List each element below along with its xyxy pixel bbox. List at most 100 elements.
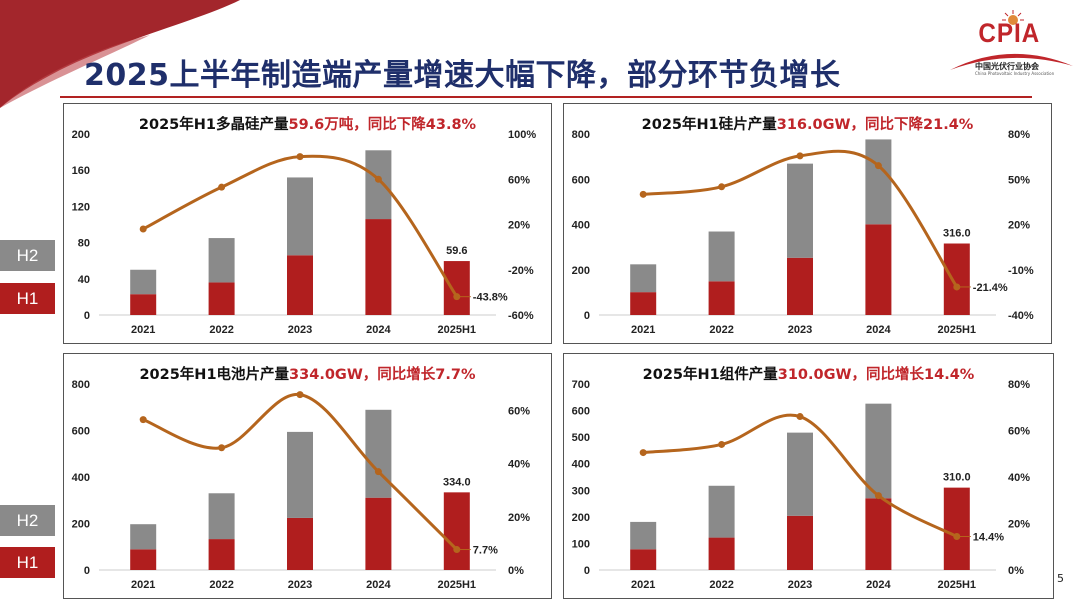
bar-h1 xyxy=(443,261,470,315)
line-point xyxy=(796,413,804,421)
bar-h1 xyxy=(630,292,657,315)
bar-h2 xyxy=(287,431,313,518)
bar-h2 xyxy=(708,485,735,538)
line-point xyxy=(796,152,804,160)
x-tick-label: 2024 xyxy=(366,579,391,591)
x-tick-label: 2025H1 xyxy=(438,579,477,591)
line-point xyxy=(296,153,304,161)
y-tick-label: 80 xyxy=(78,238,90,250)
bar-h1 xyxy=(130,294,157,315)
line-point xyxy=(218,183,226,191)
x-tick-label: 2023 xyxy=(788,579,812,591)
bar-h1 xyxy=(287,517,313,570)
bar-h1 xyxy=(865,498,892,570)
line-point xyxy=(374,175,382,183)
x-tick-label: 2023 xyxy=(288,579,312,591)
y-tick-label: 600 xyxy=(572,174,590,186)
x-tick-label: 2024 xyxy=(866,579,891,591)
chart-title-highlight: 334.0GW，同比增长7.7% xyxy=(289,367,476,383)
bar-h1 xyxy=(943,487,970,570)
y2-tick-label: 40% xyxy=(1008,472,1030,484)
bar-h1 xyxy=(943,243,970,315)
y2-tick-label: 50% xyxy=(1008,174,1030,186)
y2-tick-label: 20% xyxy=(1008,519,1030,531)
bar-h2 xyxy=(865,139,892,225)
line-point xyxy=(139,416,147,424)
x-tick-label: 2022 xyxy=(709,324,733,336)
logo-sun-arc-icon xyxy=(950,10,1073,70)
y-tick-label: 400 xyxy=(72,472,90,484)
y-tick-label: 800 xyxy=(72,379,90,391)
y-tick-label: 100 xyxy=(572,538,590,550)
y2-tick-label: 80% xyxy=(1008,379,1030,391)
bar-h2 xyxy=(365,150,392,220)
bar-h1 xyxy=(708,281,735,315)
bar-data-label: 334.0 xyxy=(443,476,471,488)
bar-data-label: 316.0 xyxy=(943,228,971,240)
chart-panel-polysilicon: 2025年H1多晶硅产量59.6万吨，同比下降43.8% 0 40 80 120 160… xyxy=(63,103,552,344)
y-tick-label: 500 xyxy=(572,432,590,444)
chart-panel-wafer: 2025年H1硅片产量316.0GW，同比下降21.4% 0 200 400 600 8… xyxy=(563,103,1052,344)
x-tick-label: 2021 xyxy=(631,324,655,336)
y-tick-label: 200 xyxy=(72,129,90,141)
x-tick-label: 2021 xyxy=(131,324,155,336)
bar-data-label: 310.0 xyxy=(943,472,971,484)
line-point xyxy=(874,162,882,170)
x-tick-label: 2022 xyxy=(209,579,233,591)
chart-title-highlight: 316.0GW，同比下降21.4% xyxy=(776,117,974,133)
bar-h2 xyxy=(130,269,157,295)
y2-tick-label: 20% xyxy=(508,512,530,524)
y-tick-label: 800 xyxy=(572,129,590,141)
bar-data-label: 59.6 xyxy=(446,245,467,257)
y-tick-label: 40 xyxy=(78,274,90,286)
line-point xyxy=(639,190,647,198)
y-tick-label: 400 xyxy=(572,220,590,232)
bar-h2 xyxy=(365,409,392,498)
bar-h1 xyxy=(208,539,235,570)
page-number: 5 xyxy=(1057,572,1064,585)
line-point xyxy=(718,440,726,448)
x-tick-label: 2024 xyxy=(866,324,891,336)
y-tick-label: 200 xyxy=(572,265,590,277)
chart-title-prefix: 2025年H1组件产量 xyxy=(642,367,778,383)
bar-h1 xyxy=(787,257,813,315)
y-tick-label: 200 xyxy=(72,519,90,531)
chart-title-highlight: 59.6万吨，同比下降43.8% xyxy=(288,117,477,133)
cpia-logo: CPIA 中国光伏行业协会 China Photovoltaic Industr… xyxy=(945,8,1075,78)
chart-svg: 0 200 400 600 800 0% 20% 40% 60% 2021 2022 2023 2024… xyxy=(72,379,531,591)
bar-h1 xyxy=(287,255,313,315)
y-tick-label: 160 xyxy=(72,165,90,177)
bar-h2 xyxy=(208,238,235,283)
logo-text: CPIA xyxy=(978,18,1041,48)
bar-h1 xyxy=(865,224,892,315)
bar-h2 xyxy=(787,432,813,516)
y-tick-label: 400 xyxy=(572,459,590,471)
chart-svg: 0 40 80 120 160 200 -60% -20% 20% 60% 100% 2021 2022… xyxy=(72,129,537,336)
line-point xyxy=(874,492,882,500)
slide-title: 2025上半年制造端产量增速大幅下降，部分环节负增长 xyxy=(84,58,841,93)
decorative-swoosh xyxy=(0,0,240,108)
x-tick-label: 2023 xyxy=(288,324,312,336)
line-point xyxy=(718,183,726,191)
y-tick-label: 0 xyxy=(84,565,90,577)
bar-h2 xyxy=(630,264,657,293)
y2-tick-label: 60% xyxy=(508,406,530,418)
y-tick-label: 300 xyxy=(572,485,590,497)
line-point xyxy=(296,391,304,399)
x-tick-label: 2025H1 xyxy=(938,324,977,336)
y2-tick-label: -60% xyxy=(508,310,534,322)
logo-english-name: China Photovoltaic Industry Association xyxy=(975,71,1055,76)
line-data-label: 7.7% xyxy=(473,545,498,557)
chart-svg: 0 200 400 600 800 -40% -10% 20% 50% 80% 2021 2022 20… xyxy=(572,129,1034,336)
bar-h2 xyxy=(630,521,657,550)
y2-tick-label: -40% xyxy=(1008,310,1034,322)
y2-tick-label: 40% xyxy=(508,459,530,471)
chart-panel-cell: 2025年H1电池片产量334.0GW，同比增长7.7% 0 200 400 600 8… xyxy=(63,353,552,599)
yoy-growth-line xyxy=(643,149,959,288)
chart-panel-module: 2025年H1组件产量310.0GW，同比增长14.4% 0 100 200 300 4… xyxy=(563,353,1054,599)
legend-h1: H1 xyxy=(0,283,55,314)
y2-tick-label: 0% xyxy=(1008,565,1024,577)
y-tick-label: 0 xyxy=(584,310,590,322)
y-tick-label: 700 xyxy=(572,379,590,391)
line-data-label: -43.8% xyxy=(473,292,508,304)
